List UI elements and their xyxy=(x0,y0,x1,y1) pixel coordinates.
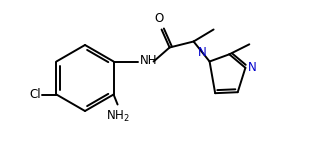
Text: NH$_2$: NH$_2$ xyxy=(106,109,130,124)
Text: O: O xyxy=(154,12,163,25)
Text: N: N xyxy=(247,61,256,74)
Text: NH: NH xyxy=(140,54,157,67)
Text: Cl: Cl xyxy=(30,88,41,101)
Text: N: N xyxy=(198,46,207,60)
